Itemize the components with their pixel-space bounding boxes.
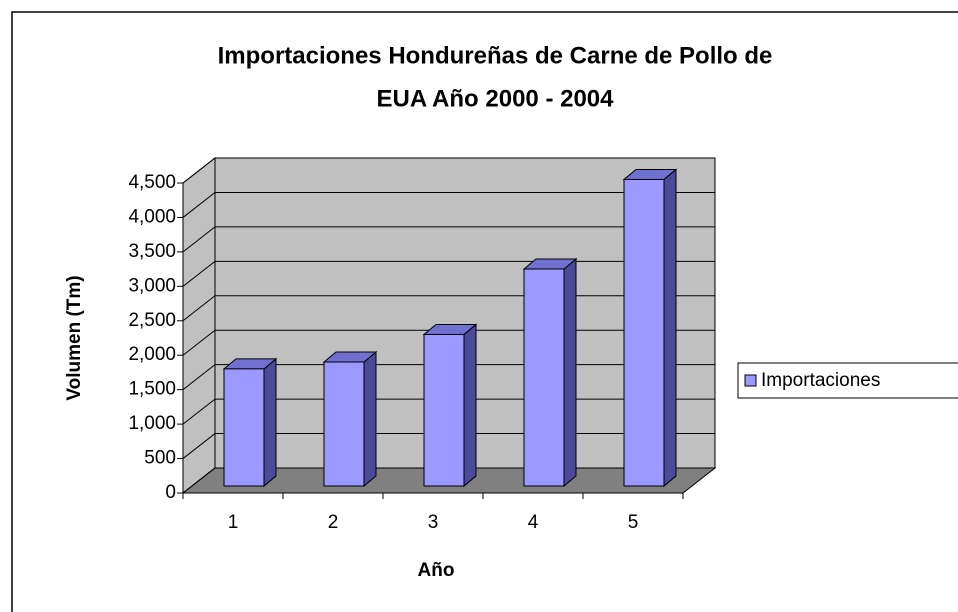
bar-side bbox=[663, 168, 677, 488]
grid-line bbox=[182, 157, 715, 184]
y-tick-label: 500 bbox=[144, 448, 176, 469]
y-tick-label: 0 bbox=[165, 482, 176, 503]
y-tick-label: 1,000 bbox=[128, 413, 176, 434]
x-tick-label: 3 bbox=[428, 512, 439, 533]
bar bbox=[223, 368, 265, 487]
y-tick-label: 4,500 bbox=[128, 172, 176, 193]
chart-title: EUA Año 2000 - 2004 bbox=[377, 85, 615, 112]
y-tick-label: 4,000 bbox=[128, 206, 176, 227]
x-tick-label: 4 bbox=[528, 512, 539, 533]
y-tick-label: 1,500 bbox=[128, 379, 176, 400]
legend-label: Importaciones bbox=[761, 370, 880, 391]
x-tick-label: 5 bbox=[628, 512, 639, 533]
chart-title: Importaciones Hondureñas de Carne de Pol… bbox=[218, 42, 773, 69]
legend-swatch bbox=[744, 374, 757, 387]
legend-box bbox=[737, 362, 958, 399]
bar bbox=[323, 361, 365, 487]
y-axis-label: Volumen (Tm) bbox=[64, 275, 85, 400]
bar-side bbox=[363, 350, 377, 488]
y-tick-label: 2,500 bbox=[128, 310, 176, 331]
plot-area: 0 500 1,000 1,500 2,000 2,500 3,000 3,500 4,000 4… bbox=[128, 156, 958, 533]
bar-side bbox=[463, 323, 477, 488]
grid-line bbox=[182, 226, 715, 253]
x-axis-label: Año bbox=[418, 560, 455, 581]
bar bbox=[623, 178, 665, 487]
grid-line bbox=[182, 191, 715, 218]
y-tick-label: 3,000 bbox=[128, 275, 176, 296]
y-tick-label: 3,500 bbox=[128, 241, 176, 262]
bar bbox=[423, 333, 465, 487]
x-tick-label: 1 bbox=[228, 512, 239, 533]
side-wall bbox=[182, 156, 216, 495]
y-tick-label: 2,000 bbox=[128, 344, 176, 365]
bar bbox=[523, 268, 565, 487]
x-tick-label: 2 bbox=[328, 512, 339, 533]
bar-side bbox=[263, 357, 277, 488]
bar-side bbox=[563, 257, 577, 488]
